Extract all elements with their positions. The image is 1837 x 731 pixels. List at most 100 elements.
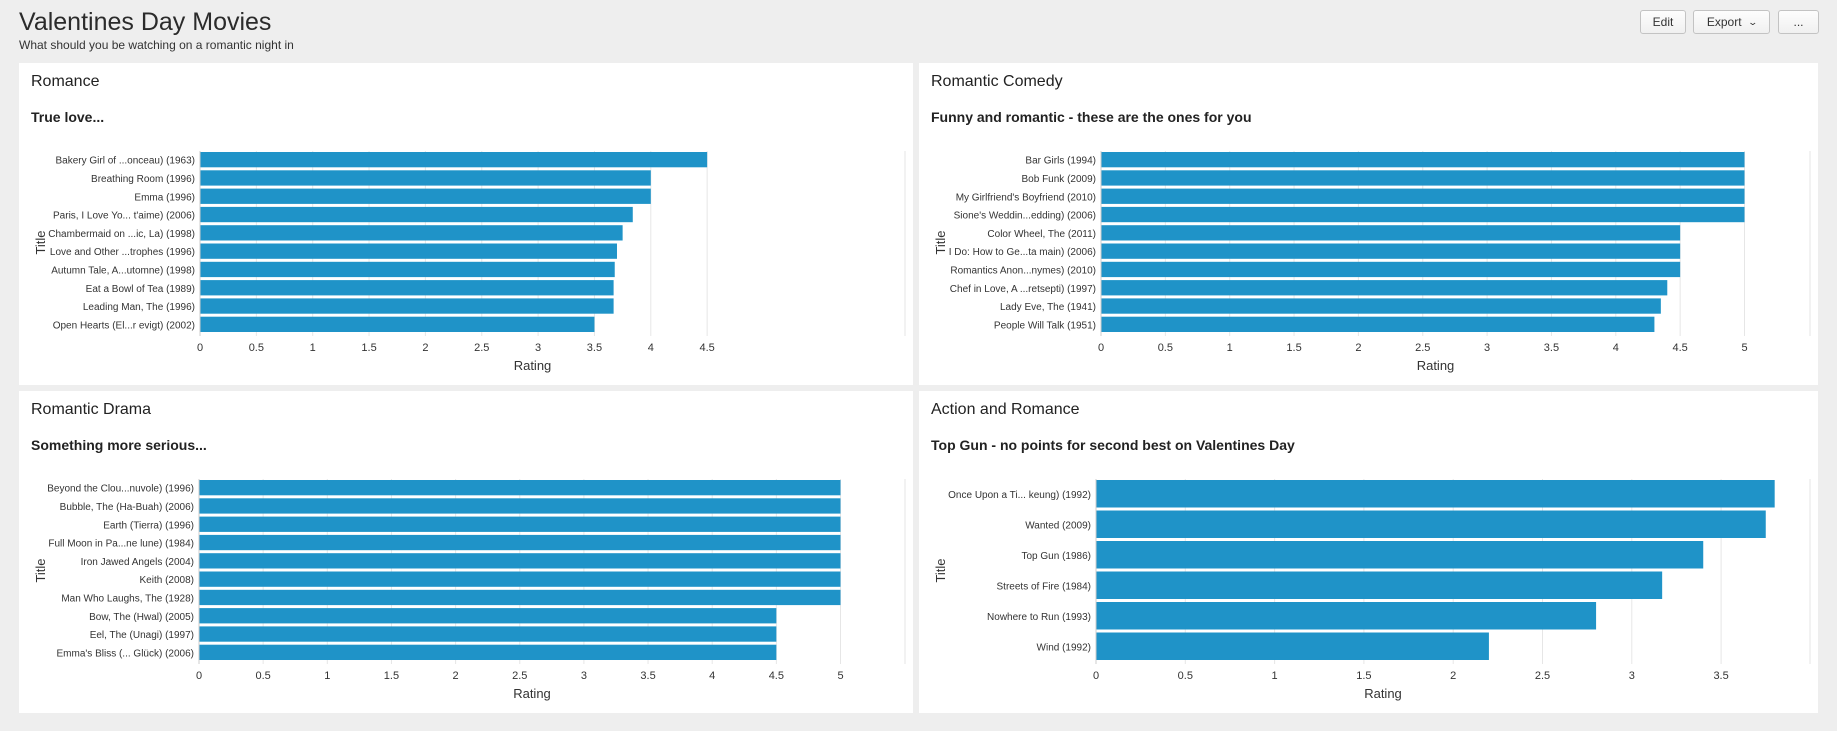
bar[interactable] [199,480,841,496]
x-tick-label: 0 [1098,342,1104,354]
bar[interactable] [200,261,615,278]
x-tick-label: 1.5 [1286,342,1301,354]
bar[interactable] [1101,170,1745,186]
category-label: Lady Eve, The (1941) [1000,302,1096,313]
action-and-romance-bar-chart: 0 0.5 1 1.5 2 2.5 3 3.5 Once Upon a Ti... keung)… [933,479,1811,701]
category-label: Bow, The (Hwal) (2005) [89,612,194,623]
bar[interactable] [1096,571,1663,600]
x-tick-label: 3.5 [640,670,655,682]
bar[interactable] [1101,298,1661,314]
x-tick-label: 1 [1227,342,1233,354]
bar[interactable] [1101,152,1745,168]
x-tick-label: 0 [1093,670,1099,682]
category-label: Nowhere to Run (1993) [987,612,1091,623]
export-button[interactable]: Export ⌄ [1693,10,1770,34]
bar[interactable] [200,316,595,332]
bar[interactable] [200,298,614,314]
bar[interactable] [1101,261,1681,278]
category-label: Leading Man, The (1996) [83,302,195,313]
bar[interactable] [200,188,651,204]
x-tick-label: 1 [324,670,330,682]
x-tick-label: 1.5 [1356,670,1371,682]
bar[interactable] [1101,243,1681,259]
category-label: Iron Jawed Angels (2004) [81,557,194,568]
bar[interactable] [1101,188,1745,204]
x-tick-label: 0.5 [256,670,271,682]
bar[interactable] [1096,541,1704,569]
bar[interactable] [1096,510,1766,539]
panel-romantic-comedy: Romantic Comedy Funny and romantic - the… [919,63,1818,385]
page-header: Valentines Day Movies What should you be… [19,6,294,52]
x-axis-title: Rating [514,358,552,373]
bar[interactable] [199,498,841,514]
panel-action-and-romance: Action and Romance Top Gun - no points f… [919,391,1818,713]
romantic-comedy-bar-chart: 0 0.5 1 1.5 2 2.5 3 3.5 4 4.5 5 Bar Girls (1994) Bob… [933,151,1811,373]
category-label: Open Hearts (El...r evigt) (2002) [53,320,195,331]
category-label: Wanted (2009) [1025,520,1091,531]
x-tick-label: 2 [1450,670,1456,682]
x-tick-label: 3 [1629,670,1635,682]
bar[interactable] [1101,280,1668,296]
bar[interactable] [200,152,708,168]
bar[interactable] [1096,602,1597,630]
x-tick-label: 1.5 [361,342,376,354]
panel-subtitle: True love... [31,109,105,125]
x-tick-label: 0.5 [249,342,264,354]
more-actions-button[interactable]: ... [1778,10,1819,34]
bar[interactable] [1096,632,1489,661]
chevron-down-icon: ⌄ [1747,16,1758,27]
category-label: My Girlfriend's Boyfriend (2010) [956,192,1096,203]
x-tick-label: 0 [196,670,202,682]
bar[interactable] [1101,206,1745,223]
y-axis-title: Title [33,230,48,254]
bar[interactable] [199,608,777,624]
x-tick-label: 3 [581,670,587,682]
bar[interactable] [1096,480,1775,508]
page-title: Valentines Day Movies [19,8,272,36]
x-axis-title: Rating [1417,358,1455,373]
bar[interactable] [1101,225,1681,241]
x-axis-title: Rating [513,686,551,701]
x-tick-label: 5 [837,670,843,682]
panel-romance: Romance True love... 0 0.5 1 1.5 2 2.5 3 3.5 4 4.… [19,63,913,385]
category-label: Bubble, The (Ha-Buah) (2006) [60,502,194,513]
bar[interactable] [200,243,617,259]
x-tick-label: 3.5 [1713,670,1728,682]
category-label: Love and Other ...trophes (1996) [50,247,195,258]
x-tick-label: 3.5 [1544,342,1559,354]
x-tick-label: 3.5 [587,342,602,354]
bar[interactable] [1101,316,1655,332]
category-label: Paris, I Love Yo... t'aime) (2006) [53,211,195,222]
category-label: Autumn Tale, A...utomne) (1998) [51,265,195,276]
bar[interactable] [200,170,651,186]
bar[interactable] [199,626,777,642]
x-tick-label: 1.5 [384,670,399,682]
x-tick-label: 4.5 [700,342,715,354]
bar[interactable] [200,225,623,241]
category-label: Eat a Bowl of Tea (1989) [86,284,195,295]
x-tick-label: 4.5 [769,670,784,682]
x-tick-label: 1 [1272,670,1278,682]
category-label: Beyond the Clou...nuvole) (1996) [47,484,194,495]
bar[interactable] [199,644,777,660]
bar[interactable] [200,206,633,223]
bar[interactable] [199,589,841,606]
x-tick-label: 2.5 [1415,342,1430,354]
category-label: Bar Girls (1994) [1025,156,1096,167]
category-label: Bob Funk (2009) [1022,174,1097,185]
bar[interactable] [200,280,614,296]
bar[interactable] [199,516,841,532]
export-button-label: Export [1706,15,1742,29]
more-actions-label: ... [1793,15,1804,29]
category-label: Keith (2008) [140,575,194,586]
category-label: Chambermaid on ...ic, La) (1998) [48,229,195,240]
bar[interactable] [199,553,841,569]
edit-button[interactable]: Edit [1640,10,1686,34]
bar[interactable] [199,534,841,551]
x-tick-label: 2 [1355,342,1361,354]
category-label: Streets of Fire (1984) [997,581,1091,592]
y-axis-title: Title [933,230,948,254]
category-label: I Do: How to Ge...ta main) (2006) [949,247,1096,258]
bar[interactable] [199,571,841,587]
category-label: Breathing Room (1996) [91,174,195,185]
